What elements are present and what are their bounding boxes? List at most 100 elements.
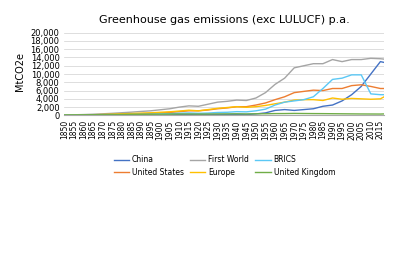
First World [158, 108, 162, 112]
Europe [368, 98, 373, 101]
BRICS [301, 98, 306, 101]
Europe [186, 108, 191, 112]
China [177, 113, 182, 116]
BRICS [349, 73, 354, 76]
United Kingdom [320, 112, 325, 115]
United Kingdom [100, 113, 105, 116]
United Kingdom [91, 113, 96, 116]
First World [349, 58, 354, 61]
First World [225, 100, 230, 103]
United Kingdom [382, 112, 387, 116]
United States [301, 90, 306, 93]
First World [177, 105, 182, 109]
Europe [177, 109, 182, 113]
United States [139, 112, 144, 115]
First World [282, 76, 287, 80]
First World [320, 62, 325, 65]
United Kingdom [292, 112, 297, 115]
United Kingdom [110, 113, 115, 116]
United Kingdom [72, 113, 76, 116]
United States [62, 114, 67, 117]
China [273, 109, 278, 112]
United Kingdom [273, 112, 278, 115]
Y-axis label: MtCO2e: MtCO2e [15, 52, 25, 91]
United States [340, 87, 344, 90]
First World [368, 57, 373, 60]
United Kingdom [186, 112, 191, 116]
BRICS [129, 113, 134, 116]
China [139, 113, 144, 117]
United Kingdom [349, 112, 354, 116]
China [72, 113, 76, 117]
United Kingdom [177, 112, 182, 116]
China [186, 113, 191, 116]
Line: United Kingdom: United Kingdom [64, 113, 384, 115]
United States [186, 109, 191, 113]
United States [72, 113, 76, 117]
BRICS [91, 113, 96, 117]
First World [110, 112, 115, 115]
BRICS [206, 112, 210, 115]
BRICS [263, 108, 268, 111]
United States [273, 98, 278, 101]
Line: China: China [64, 62, 384, 115]
China [320, 105, 325, 108]
China [129, 113, 134, 117]
Europe [349, 97, 354, 100]
First World [234, 99, 239, 102]
BRICS [120, 113, 124, 116]
Line: BRICS: BRICS [64, 75, 384, 115]
First World [263, 91, 268, 94]
BRICS [330, 78, 335, 81]
First World [359, 58, 364, 61]
China [234, 113, 239, 116]
China [263, 111, 268, 115]
First World [311, 62, 316, 65]
Europe [292, 99, 297, 102]
First World [129, 110, 134, 114]
Europe [206, 108, 210, 111]
United Kingdom [378, 112, 383, 116]
Europe [382, 95, 387, 99]
Europe [167, 110, 172, 113]
First World [167, 107, 172, 110]
First World [254, 96, 258, 100]
First World [196, 105, 201, 108]
BRICS [110, 113, 115, 116]
Europe [234, 105, 239, 108]
China [301, 108, 306, 111]
Europe [62, 113, 67, 117]
United States [234, 105, 239, 108]
BRICS [273, 104, 278, 107]
United States [244, 105, 249, 108]
United States [382, 87, 387, 90]
BRICS [254, 109, 258, 113]
United States [177, 110, 182, 113]
China [167, 113, 172, 116]
United States [292, 91, 297, 94]
United Kingdom [244, 112, 249, 116]
First World [378, 57, 383, 60]
Europe [263, 104, 268, 107]
United States [100, 113, 105, 116]
Line: First World: First World [64, 58, 384, 115]
First World [340, 60, 344, 63]
United Kingdom [148, 113, 153, 116]
Europe [100, 113, 105, 116]
United States [196, 109, 201, 113]
BRICS [186, 111, 191, 115]
First World [382, 57, 387, 61]
First World [81, 113, 86, 116]
China [311, 107, 316, 110]
United Kingdom [254, 112, 258, 115]
China [215, 113, 220, 116]
China [340, 99, 344, 103]
BRICS [148, 113, 153, 116]
China [359, 85, 364, 88]
Line: Europe: Europe [64, 97, 384, 115]
BRICS [359, 73, 364, 76]
China [225, 113, 230, 116]
United States [282, 95, 287, 99]
United Kingdom [311, 112, 316, 115]
Europe [129, 112, 134, 115]
